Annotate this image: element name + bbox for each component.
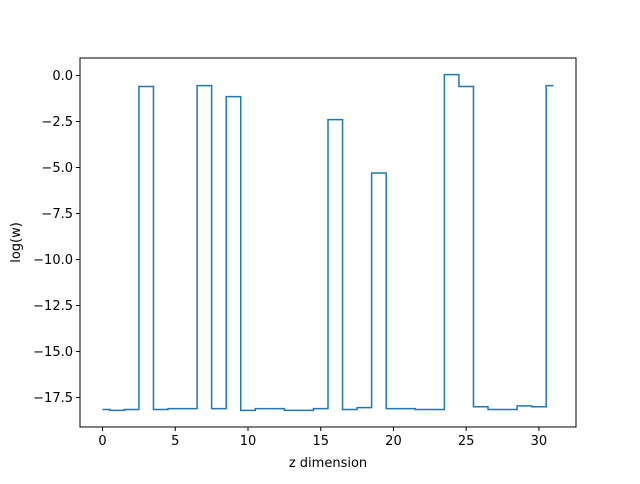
- data-point: [347, 407, 353, 413]
- series-line: [102, 73, 554, 412]
- data-point: [405, 406, 411, 412]
- data-point: [376, 170, 382, 176]
- y-tick-label: −10.0: [33, 253, 73, 268]
- x-tick-label: 10: [240, 434, 257, 449]
- data-point: [434, 407, 440, 413]
- data-point: [361, 405, 367, 411]
- data-point: [478, 404, 484, 410]
- data-point: [390, 406, 396, 412]
- data-point: [172, 406, 178, 412]
- y-tick-label: −2.5: [41, 115, 73, 130]
- data-point: [550, 83, 556, 89]
- data-point: [245, 407, 251, 413]
- y-tick-label: −15.0: [33, 345, 73, 360]
- data-point: [216, 406, 222, 412]
- y-tick-label: −5.0: [41, 161, 73, 176]
- data-point: [201, 83, 207, 89]
- axes-frame: [79, 57, 577, 428]
- x-tick-label: 20: [385, 434, 402, 449]
- data-point: [303, 407, 309, 413]
- y-tick-label: 0.0: [52, 69, 73, 84]
- data-point: [158, 407, 164, 413]
- data-point: [536, 404, 542, 410]
- data-point: [187, 406, 193, 412]
- x-tick-label: 30: [531, 434, 548, 449]
- data-point: [114, 407, 120, 413]
- data-point: [260, 406, 266, 412]
- y-tick-label: −17.5: [33, 391, 73, 406]
- data-point: [449, 72, 455, 78]
- data-point: [521, 403, 527, 409]
- data-point: [507, 407, 513, 413]
- y-axis-label: log(w): [9, 222, 24, 263]
- data-point: [289, 407, 295, 413]
- data-point: [492, 407, 498, 413]
- data-point: [332, 117, 338, 123]
- x-tick-label: 0: [98, 434, 106, 449]
- data-point: [129, 407, 135, 413]
- ticks-layer: 0 5 10 15 20 25 30 0.0 −2.5 −5.0 −7.5 −10.0 −12.5 −15…: [33, 69, 547, 449]
- x-tick-label: 5: [171, 434, 179, 449]
- y-tick-label: −7.5: [41, 207, 73, 222]
- data-point: [100, 407, 106, 413]
- x-tick-label: 15: [312, 434, 329, 449]
- series-layer: [100, 72, 556, 413]
- data-point: [230, 94, 236, 100]
- data-point: [420, 407, 426, 413]
- y-tick-label: −12.5: [33, 299, 73, 314]
- data-point: [318, 406, 324, 412]
- data-point: [463, 84, 469, 90]
- data-point: [143, 84, 149, 90]
- x-tick-label: 25: [458, 434, 475, 449]
- data-point: [274, 406, 280, 412]
- x-axis-label: z dimension: [289, 456, 367, 471]
